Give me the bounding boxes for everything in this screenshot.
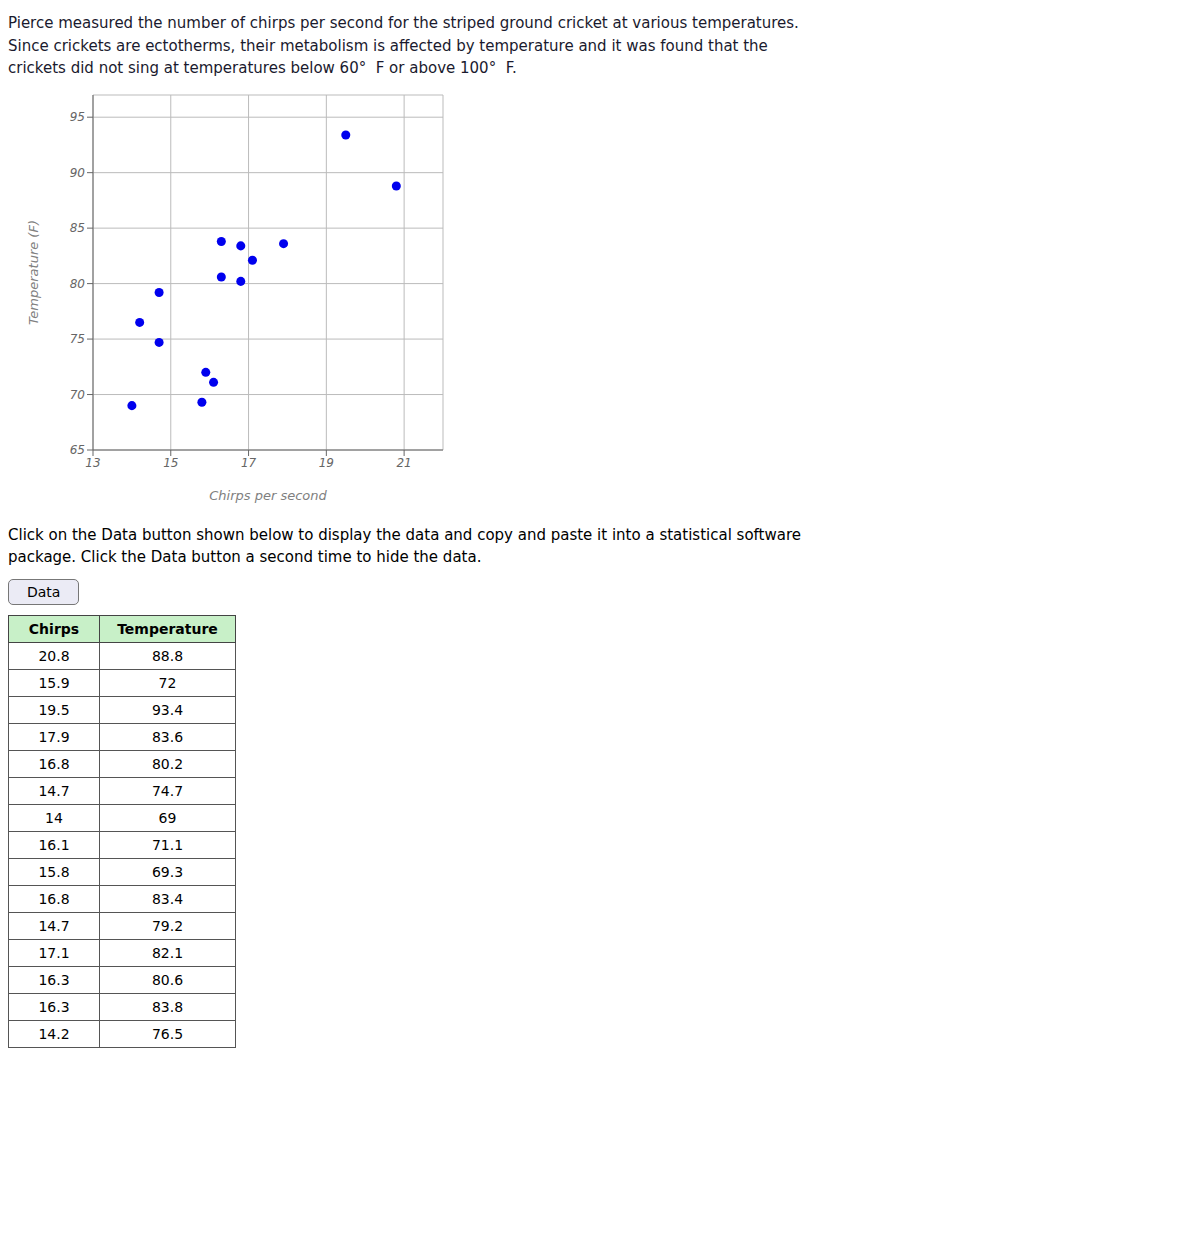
html-text:16.3: 16.3	[38, 998, 70, 1015]
html-text:16.8: 16.8	[38, 755, 70, 772]
html-text:15.9: 15.9	[38, 674, 70, 691]
html-text:14.7: 14.7	[38, 917, 70, 934]
html-text:76.5: 76.5	[151, 1025, 184, 1042]
svg-text:90: 90	[70, 165, 86, 179]
html-text:14: 14	[45, 809, 63, 826]
html-text:16.1: 16.1	[38, 836, 70, 853]
html-text:19.5: 19.5	[38, 701, 70, 718]
svg-text:Chirps per second: Chirps per second	[209, 488, 327, 503]
html-text:93.4: 93.4	[151, 701, 184, 718]
html-text:80.2: 80.2	[151, 755, 184, 772]
html-text:88.8: 88.8	[151, 647, 184, 664]
html-text:Chirps: Chirps	[28, 620, 80, 637]
html-text:16.8: 16.8	[38, 890, 70, 907]
html-text:83.6: 83.6	[151, 728, 184, 745]
html-text:Data: Data	[27, 583, 61, 600]
html-text:17.9: 17.9	[38, 728, 70, 745]
html-text:71.1: 71.1	[151, 836, 184, 853]
html-text:79.2: 79.2	[151, 917, 184, 934]
svg-text:75: 75	[70, 332, 85, 346]
html-text:74.7: 74.7	[151, 782, 184, 799]
svg-text:70: 70	[70, 387, 86, 401]
html-text:20.8: 20.8	[38, 647, 70, 664]
html-text:82.1: 82.1	[151, 944, 184, 961]
svg-text:19: 19	[319, 455, 334, 469]
html-text:14.2: 14.2	[38, 1025, 70, 1042]
html-text:72: 72	[158, 674, 177, 691]
html-text:17.1: 17.1	[38, 944, 70, 961]
html-text:15.8: 15.8	[38, 863, 70, 880]
html-text:16.3: 16.3	[38, 971, 70, 988]
html-text:Temperature: Temperature	[117, 620, 218, 637]
svg-text:80: 80	[70, 276, 86, 290]
svg-text:17: 17	[241, 455, 257, 469]
html-text:83.8: 83.8	[151, 998, 184, 1015]
svg-text:95: 95	[70, 110, 85, 124]
svg-text:65: 65	[70, 443, 85, 457]
svg-text:85: 85	[70, 221, 85, 235]
html-text:80.6: 80.6	[151, 971, 184, 988]
html-text:69: 69	[158, 809, 177, 826]
html-text:83.4: 83.4	[151, 890, 184, 907]
svg-text:13: 13	[85, 455, 100, 469]
html-text:14.7: 14.7	[38, 782, 70, 799]
html-text:69.3: 69.3	[151, 863, 184, 880]
html-text:Pierce measured the number of: Pierce measured the number of chirps per…	[8, 14, 799, 77]
svg-text:15: 15	[163, 455, 178, 469]
svg-text:21: 21	[396, 455, 411, 469]
svg-text:Temperature (F): Temperature (F)	[26, 220, 41, 325]
html-text:Click on the Data button shown: Click on the Data button shown below to …	[8, 525, 801, 566]
